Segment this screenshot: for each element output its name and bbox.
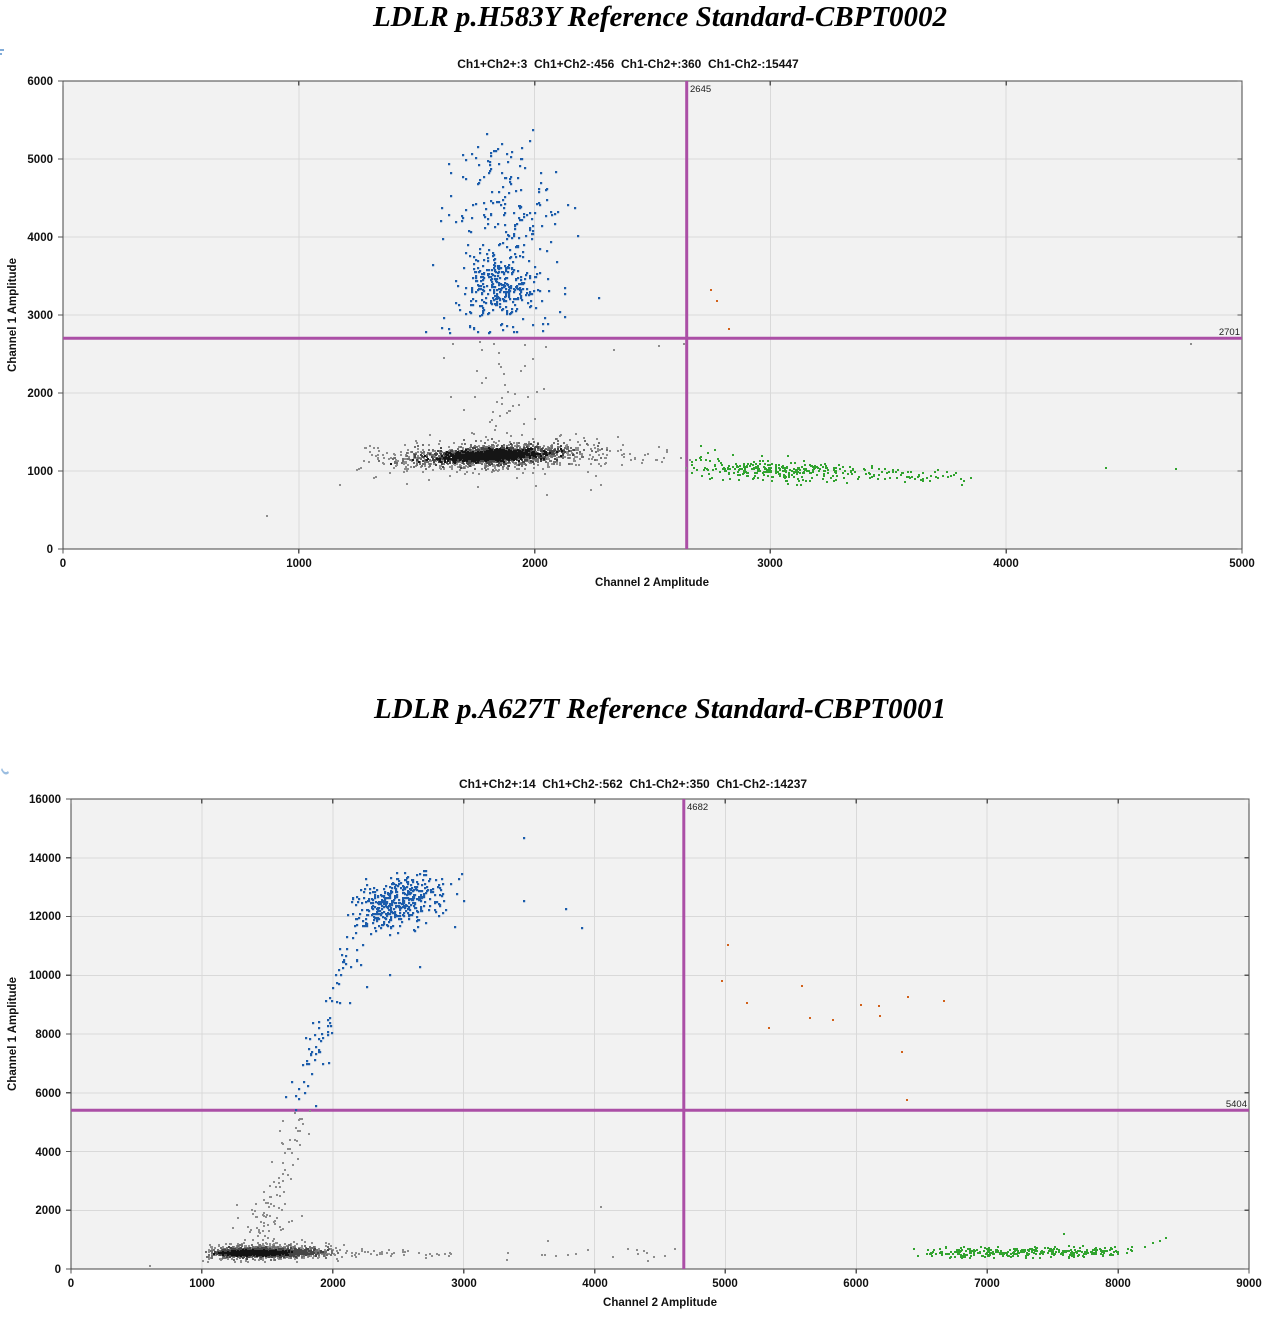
svg-text:3000: 3000 [27, 310, 53, 322]
svg-text:Channel 2 Amplitude: Channel 2 Amplitude [595, 577, 709, 589]
svg-text:0: 0 [68, 1278, 74, 1290]
svg-text:4682: 4682 [687, 802, 708, 813]
svg-text:4000: 4000 [582, 1278, 608, 1290]
svg-text:2000: 2000 [522, 558, 548, 570]
svg-text:1000: 1000 [189, 1278, 215, 1290]
svg-text:6000: 6000 [35, 1088, 61, 1100]
svg-text:Ch1+Ch2+:14 Ch1+Ch2-:562 Ch1: Ch1+Ch2+:14 Ch1+Ch2-:562 Ch1-Ch2+:350 Ch… [459, 777, 807, 791]
svg-text:2000: 2000 [35, 1205, 61, 1217]
svg-text:5000: 5000 [712, 1278, 738, 1290]
svg-text:LDLR p.A627T Reference Standar: LDLR p.A627T Reference Standard-CBPT0001 [373, 693, 946, 725]
svg-text:2000: 2000 [320, 1278, 346, 1290]
svg-text:12000: 12000 [29, 911, 61, 923]
svg-text:5000: 5000 [1229, 558, 1255, 570]
svg-text:3000: 3000 [757, 558, 783, 570]
svg-text:1000: 1000 [27, 466, 53, 478]
svg-text:8000: 8000 [1105, 1278, 1131, 1290]
svg-text:16000: 16000 [29, 794, 61, 806]
svg-text:6000: 6000 [843, 1278, 869, 1290]
svg-text:0: 0 [47, 544, 53, 556]
svg-text:0: 0 [60, 558, 66, 570]
svg-text:1000: 1000 [286, 558, 312, 570]
svg-text:3000: 3000 [451, 1278, 477, 1290]
svg-text:4000: 4000 [27, 232, 53, 244]
svg-text:4000: 4000 [993, 558, 1019, 570]
svg-text:10000: 10000 [29, 970, 61, 982]
svg-text:Channel 2 Amplitude: Channel 2 Amplitude [603, 1297, 717, 1309]
svg-text:2701: 2701 [1219, 327, 1240, 338]
svg-text:8000: 8000 [35, 1029, 61, 1041]
svg-text:4000: 4000 [35, 1147, 61, 1159]
svg-text:2645: 2645 [690, 84, 711, 95]
svg-text:5000: 5000 [27, 154, 53, 166]
svg-text:9000: 9000 [1236, 1278, 1262, 1290]
svg-text:14000: 14000 [29, 853, 61, 865]
svg-text:7000: 7000 [974, 1278, 1000, 1290]
svg-text:5404: 5404 [1226, 1099, 1247, 1110]
svg-text:6000: 6000 [27, 76, 53, 88]
svg-text:Channel 1 Amplitude: Channel 1 Amplitude [7, 977, 19, 1091]
svg-text:2000: 2000 [27, 388, 53, 400]
svg-text:Ch1+Ch2+:3 Ch1+Ch2-:456 Ch1-: Ch1+Ch2+:3 Ch1+Ch2-:456 Ch1-Ch2+:360 Ch1… [457, 57, 799, 71]
svg-text:Channel 1 Amplitude: Channel 1 Amplitude [7, 258, 19, 372]
svg-text:LDLR p.H583Y Reference Standar: LDLR p.H583Y Reference Standard-CBPT0002 [372, 1, 947, 33]
svg-text:0: 0 [55, 1264, 61, 1276]
